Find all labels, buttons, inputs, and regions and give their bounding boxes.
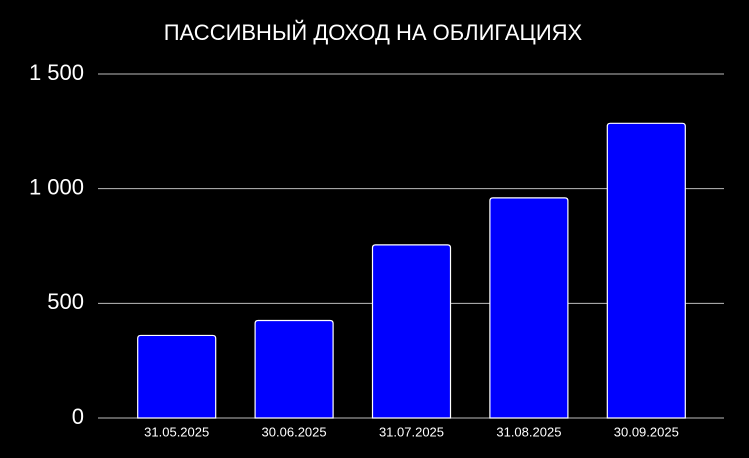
x-tick-label: 31.08.2025 (496, 424, 561, 439)
y-tick-label: 500 (47, 289, 84, 314)
y-tick-label: 1 500 (29, 60, 84, 85)
chart-title: ПАССИВНЫЙ ДОХОД НА ОБЛИГАЦИЯХ (164, 20, 583, 45)
bar (254, 319, 334, 419)
x-tick-label: 30.09.2025 (614, 424, 679, 439)
y-tick-label: 0 (72, 404, 84, 429)
y-tick-label: 1 000 (29, 174, 84, 199)
x-tick-label: 31.07.2025 (379, 424, 444, 439)
bar (489, 197, 569, 419)
bar (137, 334, 217, 419)
x-tick-label: 30.06.2025 (262, 424, 327, 439)
x-tick-label: 31.05.2025 (144, 424, 209, 439)
bar (606, 122, 686, 419)
bar (371, 244, 452, 419)
